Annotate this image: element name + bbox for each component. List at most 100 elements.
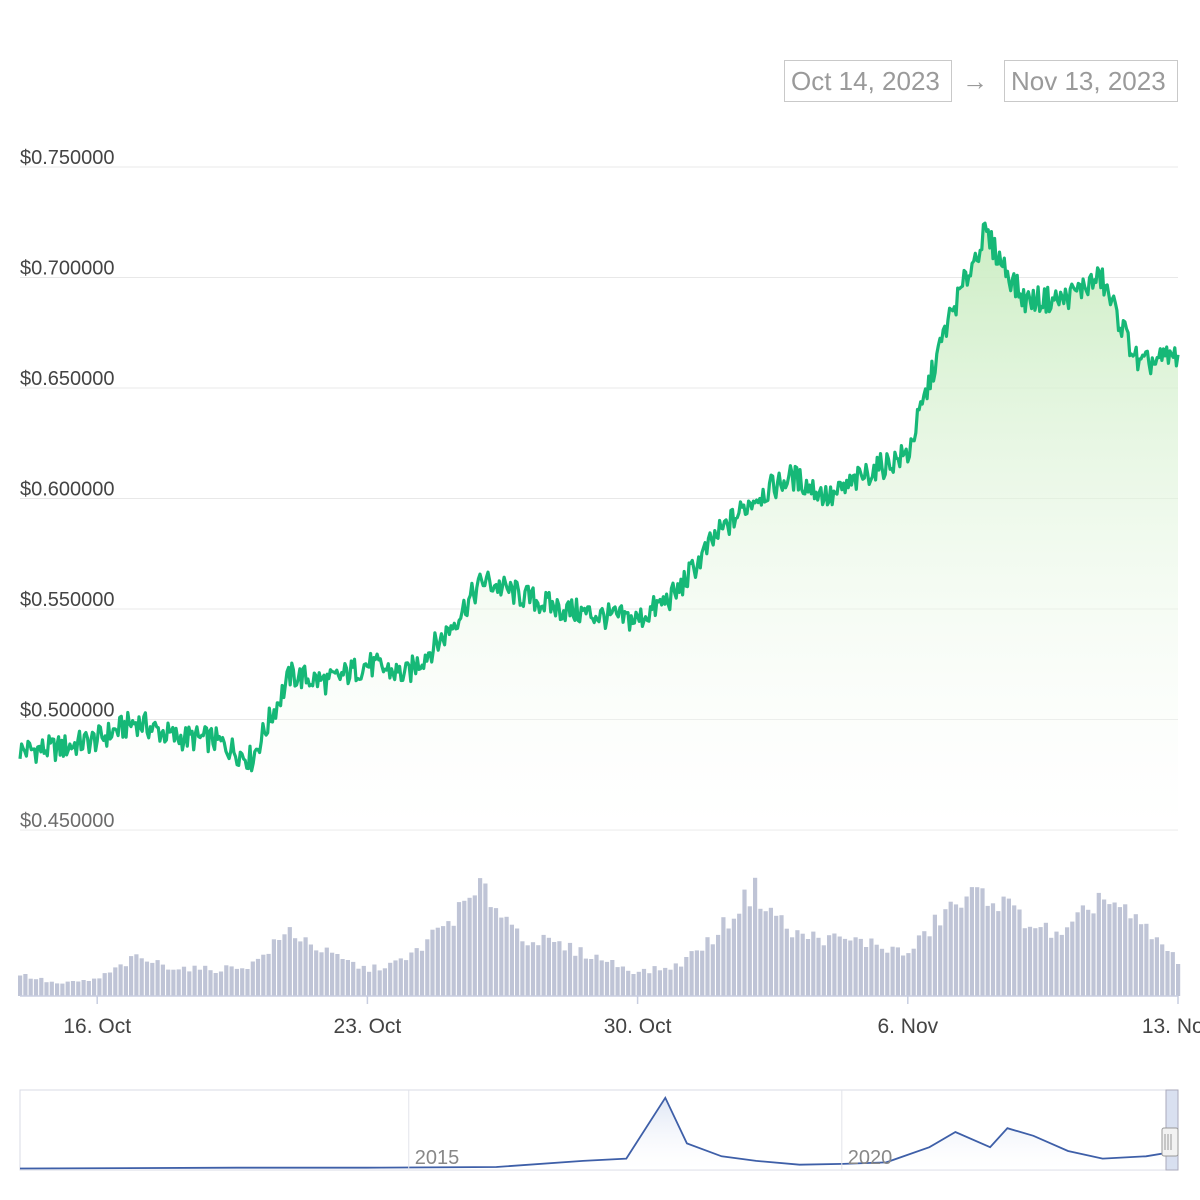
volume-bar [160, 964, 165, 996]
volume-bar [335, 954, 340, 996]
volume-bar [1070, 921, 1075, 996]
volume-bar [1054, 931, 1059, 996]
volume-bar [969, 887, 974, 996]
volume-bar [314, 950, 319, 996]
price-series [18, 221, 1180, 773]
volume-bar [657, 970, 662, 996]
volume-bars [18, 877, 1181, 996]
volume-bar [33, 979, 39, 996]
volume-bar [943, 909, 948, 996]
y-tick-label: $0.750000 [20, 147, 115, 169]
volume-bar [430, 929, 435, 996]
volume-bar [626, 970, 631, 996]
volume-bar [874, 944, 879, 996]
volume-bar [615, 967, 620, 996]
volume-bar [610, 960, 615, 996]
volume-bar [293, 938, 298, 996]
volume-bar [990, 903, 996, 996]
volume-bar [340, 959, 345, 996]
volume-bar [113, 967, 118, 996]
volume-bar [1059, 934, 1064, 996]
date-range-arrow-icon: → [962, 66, 988, 96]
volume-bar [784, 928, 789, 996]
volume-bar [1160, 944, 1165, 996]
volume-bar [472, 895, 477, 996]
volume-bar [409, 952, 414, 996]
volume-bar [298, 941, 303, 996]
volume-bar [483, 883, 488, 996]
volume-bar [245, 969, 250, 996]
volume-bar [641, 968, 647, 996]
volume-bar [985, 905, 990, 996]
navigator[interactable]: 2015 2020 [19, 1089, 1179, 1171]
volume-bar [76, 981, 81, 996]
x-tick-label: 30. Oct [604, 1015, 672, 1038]
volume-bar [1176, 964, 1181, 996]
volume-bar [578, 947, 583, 996]
volume-bar [853, 937, 858, 996]
volume-bar [758, 908, 763, 996]
volume-bar [953, 904, 959, 996]
volume-bar [980, 888, 985, 996]
date-range-end-input[interactable]: Nov 13, 2023 [1004, 60, 1178, 102]
volume-bar [768, 907, 773, 996]
volume-bar [81, 980, 86, 996]
date-range-start-input[interactable]: Oct 14, 2023 [784, 60, 952, 102]
volume-bar [1080, 905, 1085, 996]
volume-bar [996, 911, 1001, 996]
volume-bar [964, 896, 969, 996]
volume-bar [837, 936, 842, 996]
volume-bar [203, 965, 208, 996]
volume-bar [419, 950, 425, 996]
volume-bar [176, 969, 181, 996]
volume-bar [393, 960, 398, 996]
volume-bar [742, 889, 747, 996]
volume-bar [546, 937, 551, 996]
volume-bar [1170, 952, 1175, 996]
volume-bar [562, 950, 567, 996]
volume-bar [1033, 928, 1038, 996]
volume-bar [377, 970, 382, 996]
volume-bar [28, 978, 33, 996]
volume-bar [906, 953, 911, 996]
navigator-handle[interactable] [1161, 1127, 1179, 1157]
volume-bar [705, 937, 710, 996]
volume-bar [86, 981, 91, 996]
volume-bar [763, 911, 768, 996]
x-tick-label: 13. Nov [1142, 1015, 1200, 1038]
volume-bar [187, 971, 192, 996]
volume-bar [266, 953, 271, 996]
volume-bar [166, 969, 171, 996]
volume-bar [567, 942, 573, 996]
x-tick-label: 16. Oct [63, 1015, 131, 1038]
volume-bar [673, 963, 678, 996]
volume-bar [23, 974, 28, 996]
volume-bar [123, 966, 128, 996]
volume-bar [530, 942, 536, 996]
volume-bar [864, 947, 869, 996]
volume-bar [1123, 904, 1128, 996]
volume-bar [1091, 913, 1096, 996]
volume-bar [747, 906, 752, 996]
volume-bar [171, 969, 176, 996]
volume-bar [689, 951, 694, 996]
volume-bar [858, 938, 863, 996]
volume-bar [1107, 904, 1112, 996]
price-area [20, 223, 1178, 830]
volume-bar [827, 935, 832, 996]
volume-bar [520, 941, 525, 996]
volume-bar [446, 921, 451, 996]
volume-bar [250, 961, 255, 996]
volume-bar [324, 947, 329, 996]
volume-bar [573, 955, 578, 996]
volume-bar [414, 948, 419, 996]
navigator-line [19, 1095, 1179, 1170]
volume-bar [1001, 896, 1006, 996]
volume-bar [271, 939, 276, 996]
volume-bar [504, 916, 509, 996]
volume-bar [70, 981, 76, 996]
volume-bar [155, 960, 160, 996]
volume-bar [398, 958, 403, 996]
volume-bar [467, 897, 472, 996]
